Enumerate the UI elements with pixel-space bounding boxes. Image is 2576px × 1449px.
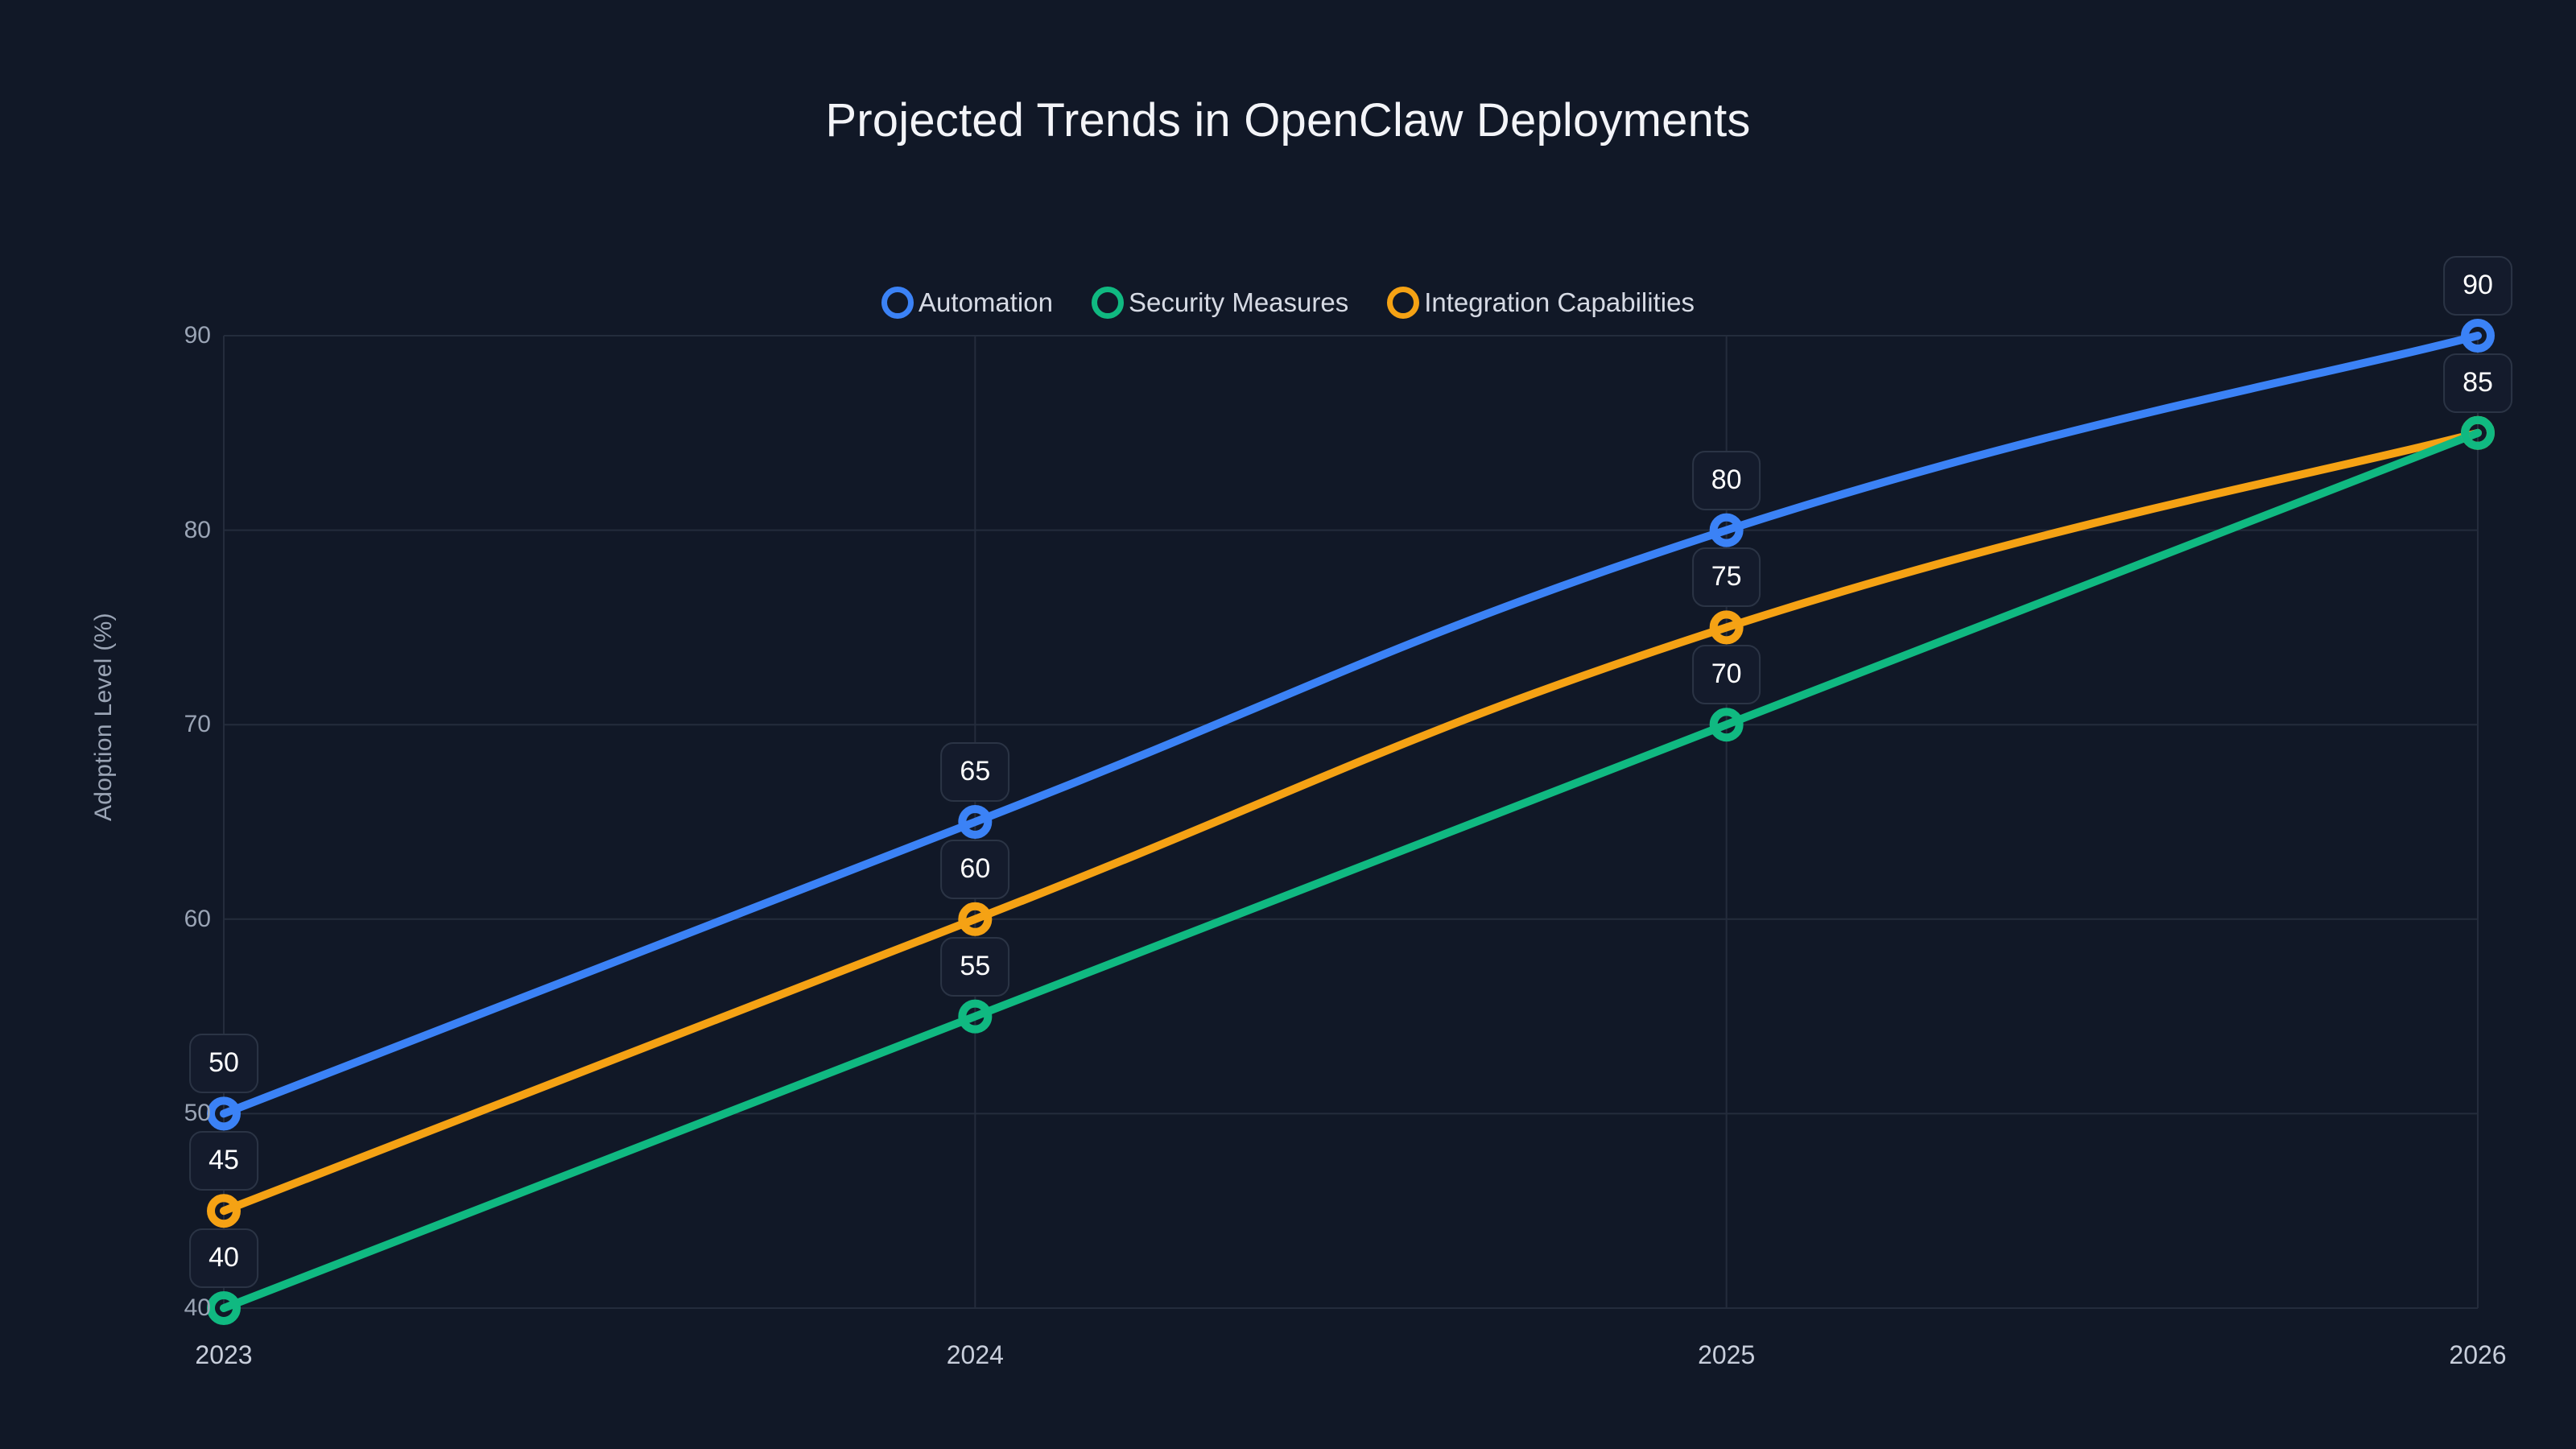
x-axis-tick-label: 2024: [946, 1340, 1004, 1369]
legend-item-integration-capabilities[interactable]: Integration Capabilities: [1387, 287, 1695, 319]
plot-area: [207, 319, 2495, 1325]
circle-outline-icon: [1387, 287, 1420, 319]
legend-item-automation[interactable]: Automation: [881, 287, 1053, 319]
series-markers-automation: [207, 319, 2495, 1131]
y-axis-tick-label: 60: [184, 905, 211, 932]
legend-item-security-measures[interactable]: Security Measures: [1091, 287, 1349, 319]
data-point-marker[interactable]: [958, 902, 993, 936]
data-point-marker[interactable]: [207, 1194, 241, 1228]
y-axis-tick-label: 80: [184, 516, 211, 543]
y-axis-tick-label: 90: [184, 322, 211, 349]
data-point-marker[interactable]: [958, 999, 993, 1034]
data-point-marker[interactable]: [2461, 415, 2495, 450]
x-axis-tick-label: 2026: [2449, 1340, 2507, 1369]
data-point-marker[interactable]: [958, 805, 993, 839]
chart-canvas: [207, 319, 2495, 1325]
series-line: [220, 428, 2482, 1216]
data-point-marker[interactable]: [207, 1291, 241, 1325]
page-title: Projected Trends in OpenClaw Deployments: [825, 94, 1751, 147]
data-point-marker[interactable]: [1709, 610, 1744, 645]
y-axis-title: Adoption Level (%): [90, 613, 117, 821]
circle-outline-icon: [1091, 287, 1124, 319]
legend-item-label: Automation: [919, 287, 1053, 317]
y-axis-tick-label: 40: [184, 1294, 211, 1321]
series-automation: [220, 332, 2482, 1118]
series-line: [220, 332, 2482, 1118]
chart-legend: Automation Security Measures Integration C…: [0, 287, 2576, 319]
data-point-marker[interactable]: [2461, 319, 2495, 353]
series-line: [220, 428, 2482, 1312]
series-markers-integration-capabilities: [207, 415, 2495, 1228]
data-point-marker[interactable]: [1709, 513, 1744, 547]
series-integration-capabilities: [220, 428, 2482, 1216]
series-markers-security-measures: [207, 415, 2495, 1325]
legend-item-label: Integration Capabilities: [1424, 287, 1695, 317]
y-axis-tick-label: 70: [184, 711, 211, 738]
y-axis-tick-label: 50: [184, 1100, 211, 1127]
data-point-marker[interactable]: [207, 1096, 241, 1131]
data-point-label: 90: [2443, 256, 2512, 316]
data-point-marker[interactable]: [1709, 708, 1744, 742]
x-axis-tick-label: 2023: [195, 1340, 253, 1369]
legend-item-label: Security Measures: [1128, 287, 1349, 317]
x-axis-tick-label: 2025: [1698, 1340, 1756, 1369]
circle-outline-icon: [881, 287, 914, 319]
series-security-measures: [220, 428, 2482, 1312]
